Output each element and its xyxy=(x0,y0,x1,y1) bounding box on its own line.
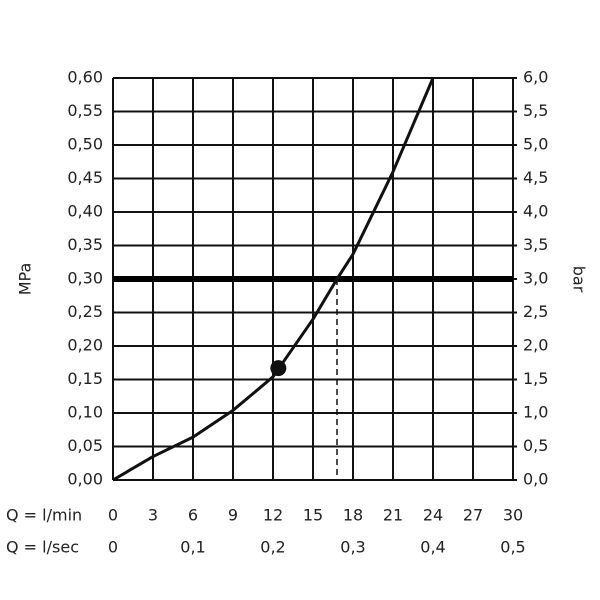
x2-tick-label: 0,1 xyxy=(180,538,205,557)
y-tick-label: 0,20 xyxy=(67,336,103,355)
x2-tick-label: 0,5 xyxy=(500,538,525,557)
x-tick-label: 15 xyxy=(303,506,323,525)
x2-tick-label: 0,3 xyxy=(340,538,365,557)
y2-tick-label: 4,0 xyxy=(523,202,548,221)
x-tick-label: 6 xyxy=(188,506,198,525)
flow-curve xyxy=(112,77,435,482)
y2-axis-title: bar xyxy=(570,266,589,293)
y2-tick-label: 1,0 xyxy=(523,403,548,422)
y-tick-label: 0,15 xyxy=(67,369,103,388)
x-tick-label: 9 xyxy=(228,506,238,525)
y2-tick-label: 0,5 xyxy=(523,436,548,455)
y-tick-label: 0,30 xyxy=(67,269,103,288)
x2-tick-label: 0,2 xyxy=(260,538,285,557)
y2-tick-label: 2,5 xyxy=(523,302,548,321)
y-tick-label: 0,35 xyxy=(67,235,103,254)
y-tick-label: 0,25 xyxy=(67,302,103,321)
y2-tick-label: 1,5 xyxy=(523,369,548,388)
y-tick-label: 0,45 xyxy=(67,168,103,187)
y2-tick-label: 5,0 xyxy=(523,135,548,154)
x2-tick-label: 0 xyxy=(108,538,118,557)
y2-tick-label: 2,0 xyxy=(523,336,548,355)
y-tick-label: 0,05 xyxy=(67,436,103,455)
x2-row-label: Q = l/sec xyxy=(6,538,79,557)
x-tick-label: 30 xyxy=(503,506,523,525)
x-tick-label: 12 xyxy=(263,506,283,525)
x-row-label: Q = l/min xyxy=(6,506,82,525)
y-tick-label: 0,60 xyxy=(67,68,103,87)
y-tick-label: 0,00 xyxy=(67,470,103,489)
y2-tick-label: 5,5 xyxy=(523,101,548,120)
y2-tick-label: 3,5 xyxy=(523,235,548,254)
x-tick-label: 3 xyxy=(148,506,158,525)
x-tick-label: 0 xyxy=(108,506,118,525)
x-tick-label: 18 xyxy=(343,506,363,525)
y2-tick-label: 6,0 xyxy=(523,68,548,87)
y-tick-label: 0,40 xyxy=(67,202,103,221)
y-tick-label: 0,50 xyxy=(67,135,103,154)
operating-point xyxy=(270,360,287,377)
y-axis-title: MPa xyxy=(16,263,35,296)
x-tick-label: 21 xyxy=(383,506,403,525)
y-tick-label: 0,10 xyxy=(67,403,103,422)
y-tick-label: 0,55 xyxy=(67,101,103,120)
y2-tick-label: 0,0 xyxy=(523,470,548,489)
y2-tick-label: 4,5 xyxy=(523,168,548,187)
x-tick-label: 27 xyxy=(463,506,483,525)
x2-tick-label: 0,4 xyxy=(420,538,445,557)
y2-tick-label: 3,0 xyxy=(523,269,548,288)
x-tick-label: 24 xyxy=(423,506,443,525)
